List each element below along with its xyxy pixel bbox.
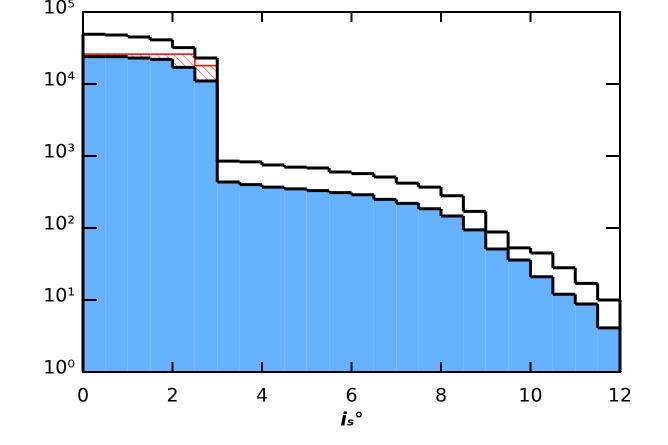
- bar: [329, 192, 352, 372]
- bar: [239, 184, 262, 372]
- y-tick-label: 10²: [43, 213, 75, 235]
- x-tick-label: 4: [256, 385, 268, 407]
- bar: [262, 187, 285, 372]
- y-tick-label: 10³: [43, 141, 75, 163]
- x-tick-label: 2: [166, 385, 178, 407]
- bar: [575, 303, 598, 372]
- bar: [194, 81, 218, 373]
- y-tick-label: 10⁵: [43, 0, 75, 19]
- bar: [351, 194, 374, 372]
- hatch-region: [172, 54, 195, 68]
- bar: [284, 188, 307, 372]
- x-tick-label: 6: [345, 385, 357, 407]
- x-tick-label: 10: [518, 385, 542, 407]
- bar: [150, 59, 173, 372]
- bar: [552, 294, 576, 372]
- x-tick-label: 12: [608, 385, 632, 407]
- bar: [597, 327, 620, 372]
- bar: [441, 215, 464, 372]
- bar: [485, 249, 509, 372]
- bar: [418, 208, 441, 372]
- y-tick-label: 10⁴: [43, 69, 75, 91]
- hatch-region: [194, 65, 218, 82]
- x-tick-label: 0: [77, 385, 89, 407]
- y-tick-label: 10¹: [43, 285, 75, 307]
- bar: [105, 56, 128, 373]
- x-tick-label: 8: [435, 385, 447, 407]
- bar: [463, 229, 486, 372]
- bar: [373, 199, 397, 372]
- y-tick-label: 10⁰: [43, 357, 75, 379]
- bar: [172, 67, 195, 372]
- bar: [217, 182, 240, 372]
- hatch-region: [127, 54, 151, 58]
- bar: [508, 259, 531, 372]
- bar: [306, 190, 330, 372]
- bar: [83, 56, 106, 373]
- hatch-region: [150, 54, 173, 60]
- bar: [530, 276, 553, 372]
- bar: [396, 203, 419, 372]
- x-axis-label: iₛ°: [340, 409, 363, 431]
- bar: [127, 57, 151, 372]
